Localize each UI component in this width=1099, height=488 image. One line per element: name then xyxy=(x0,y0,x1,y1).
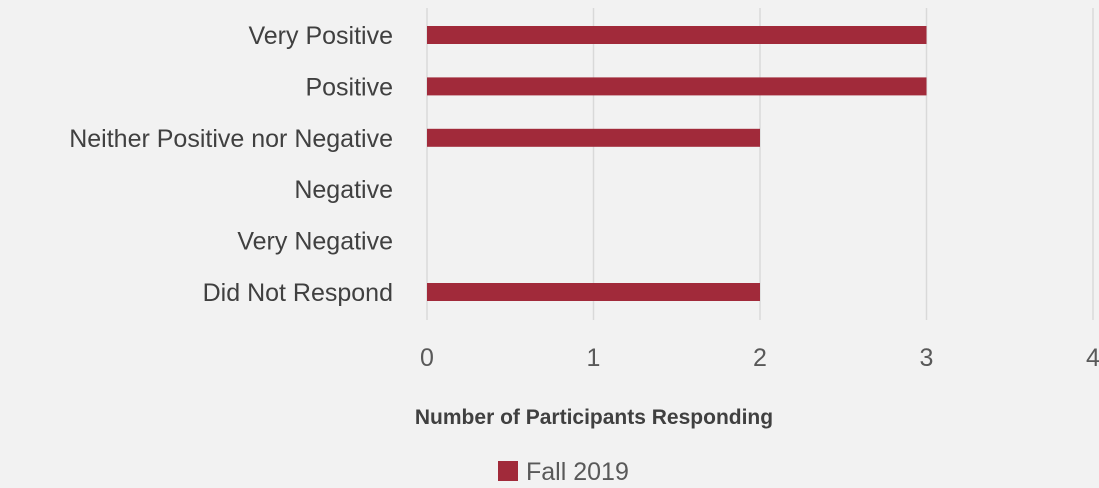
bar xyxy=(427,26,927,44)
bar xyxy=(427,128,760,147)
category-label: Neither Positive nor Negative xyxy=(69,125,393,153)
category-label: Positive xyxy=(305,73,393,101)
x-tick-label: 4 xyxy=(1086,344,1099,372)
legend-label: Fall 2019 xyxy=(526,458,629,486)
category-label: Did Not Respond xyxy=(203,279,393,307)
bars xyxy=(427,26,927,301)
x-tick-label: 3 xyxy=(920,344,934,372)
legend-swatch xyxy=(498,461,518,481)
category-label: Very Negative xyxy=(237,228,393,256)
x-axis-title: Number of Participants Responding xyxy=(415,406,773,429)
x-tick-label: 0 xyxy=(420,344,434,372)
x-tick-labels: 0 1 2 3 4 xyxy=(420,344,1099,372)
category-label: Very Positive xyxy=(248,22,393,50)
category-label: Negative xyxy=(294,176,393,204)
x-tick-label: 2 xyxy=(753,344,767,372)
bar xyxy=(427,77,927,96)
bar xyxy=(427,283,760,301)
x-tick-label: 1 xyxy=(587,344,601,372)
category-labels: Very Positive Positive Neither Positive no… xyxy=(69,22,393,307)
legend: Fall 2019 xyxy=(498,458,629,486)
gridlines xyxy=(426,8,1094,320)
